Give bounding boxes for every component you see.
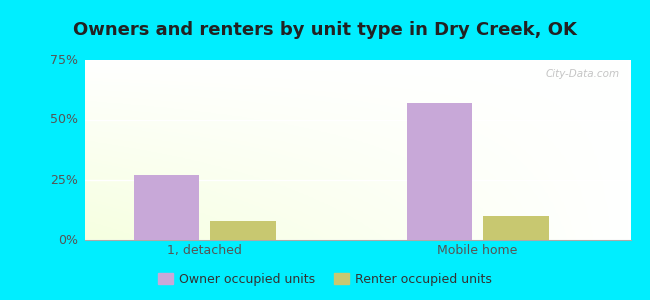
Text: Owners and renters by unit type in Dry Creek, OK: Owners and renters by unit type in Dry C… xyxy=(73,21,577,39)
Bar xyxy=(483,216,549,240)
Bar xyxy=(210,221,276,240)
Text: City-Data.com: City-Data.com xyxy=(545,69,619,79)
Text: 75%: 75% xyxy=(50,53,78,67)
Bar xyxy=(407,103,472,240)
Text: 50%: 50% xyxy=(50,113,78,127)
Bar xyxy=(134,175,199,240)
Text: 25%: 25% xyxy=(50,173,78,187)
Text: 0%: 0% xyxy=(58,233,78,247)
Legend: Owner occupied units, Renter occupied units: Owner occupied units, Renter occupied un… xyxy=(153,268,497,291)
